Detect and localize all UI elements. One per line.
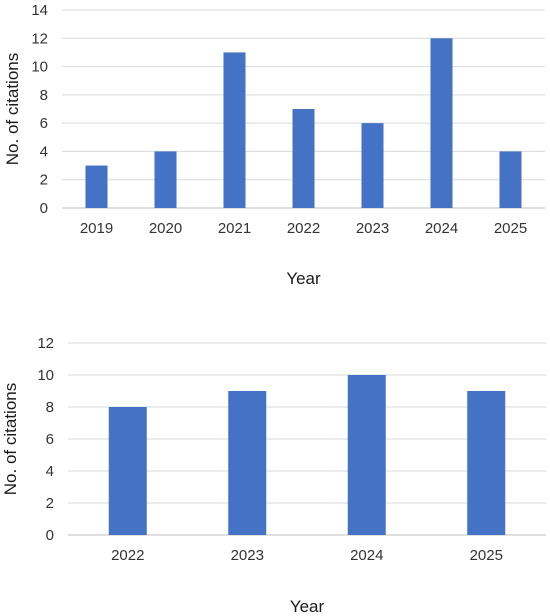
bar-2025	[467, 391, 506, 535]
y-tick-label: 2	[40, 172, 48, 189]
x-tick-label: 2022	[287, 220, 320, 237]
x-tick-label: 2023	[231, 547, 264, 564]
y-tick-label: 0	[46, 527, 54, 544]
y-tick-label: 6	[40, 115, 48, 132]
x-tick-label: 2019	[80, 220, 113, 237]
bar-2025	[499, 151, 522, 208]
x-tick-label: 2025	[470, 547, 503, 564]
y-tick-label: 4	[40, 143, 48, 160]
bar-2024	[430, 38, 453, 209]
bar-2022	[292, 109, 315, 208]
y-tick-label: 10	[37, 367, 54, 384]
bar-2020	[154, 151, 177, 208]
bar-2023	[228, 391, 267, 535]
chart-top: 0 2 4 6 8 10 12 14 2019 2020 2021 2022 2023 2024 2025 Y…	[3, 2, 545, 288]
x-axis-title: Year	[290, 597, 325, 616]
x-tick-label: 2021	[218, 220, 251, 237]
y-tick-label: 8	[40, 87, 48, 104]
y-tick-label: 10	[31, 59, 48, 76]
y-tick-label: 0	[40, 200, 48, 217]
y-tick-label: 12	[31, 30, 48, 47]
bar-2021	[223, 52, 246, 208]
x-tick-label: 2024	[425, 220, 458, 237]
y-tick-label: 8	[46, 399, 54, 416]
bar-2023	[361, 123, 384, 208]
x-tick-label: 2025	[494, 220, 527, 237]
x-tick-label: 2024	[350, 547, 383, 564]
y-tick-label: 2	[46, 495, 54, 512]
y-tick-label: 14	[31, 2, 48, 19]
x-tick-label: 2023	[356, 220, 389, 237]
chart-bottom: 0 2 4 6 8 10 12 2022 2023 2024 2025 Year No. of cita…	[1, 335, 546, 616]
y-axis-title: No. of citations	[1, 383, 20, 495]
x-tick-label: 2022	[111, 547, 144, 564]
y-tick-label: 4	[46, 463, 54, 480]
bar-2019	[85, 165, 108, 208]
y-tick-label: 12	[37, 335, 54, 352]
x-axis-title: Year	[286, 269, 321, 288]
bar-2022	[108, 407, 147, 535]
bar-2024	[347, 375, 386, 535]
y-axis-title: No. of citations	[3, 53, 22, 165]
x-tick-label: 2020	[149, 220, 182, 237]
y-tick-label: 6	[46, 431, 54, 448]
